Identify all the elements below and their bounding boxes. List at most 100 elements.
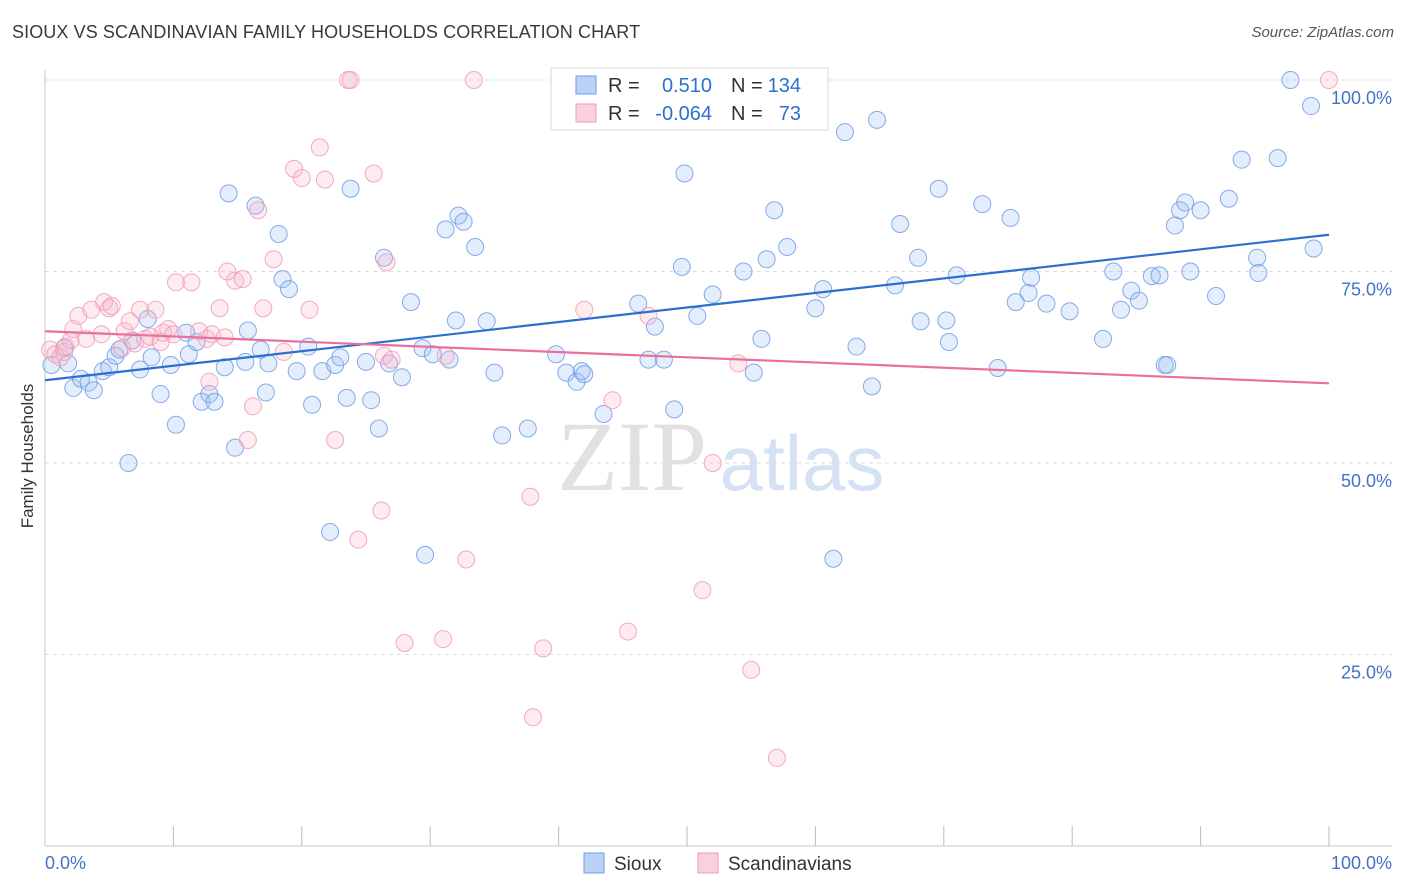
x-tick-label-min: 0.0%	[45, 853, 86, 873]
scandinavians-point	[382, 350, 401, 369]
sioux-point	[1302, 97, 1321, 116]
legend-swatch-sioux	[583, 852, 605, 874]
scandinavians-point	[254, 299, 273, 318]
y-tick-labels: 25.0% 50.0% 75.0% 100.0%	[1331, 88, 1392, 683]
sioux-point	[1037, 294, 1056, 313]
sioux-point	[374, 248, 393, 267]
sioux-point	[639, 350, 658, 369]
sioux-point	[303, 395, 322, 414]
scandinavians-point	[395, 634, 414, 653]
scandinavians-point	[56, 337, 75, 356]
stats-box-frame	[550, 67, 829, 131]
scandinavians-point	[200, 372, 219, 391]
sioux-point	[416, 545, 435, 564]
sioux-point	[436, 220, 455, 239]
stats-r-value-sioux: 0.510	[662, 75, 712, 97]
sioux-point	[256, 383, 275, 402]
scandinavians-point	[349, 530, 368, 549]
scandinavians-point	[703, 454, 722, 472]
sioux-point	[1165, 216, 1184, 235]
scandinavians-point	[244, 397, 263, 416]
sioux-point	[1006, 293, 1025, 312]
sioux-point	[909, 248, 928, 267]
scandinavians-point	[464, 71, 483, 89]
scandinavians-point	[639, 306, 658, 325]
sioux-point	[1176, 193, 1195, 212]
scandinavians-point	[146, 300, 165, 319]
sioux-point	[824, 549, 843, 568]
y-tick-label: 100.0%	[1331, 88, 1392, 108]
sioux-point	[847, 337, 866, 356]
sioux-point	[835, 123, 854, 142]
sioux-point	[1129, 291, 1148, 310]
sioux-point	[466, 237, 485, 256]
sioux-point	[654, 350, 673, 369]
sioux-point	[215, 358, 234, 377]
scandinavians-point	[341, 71, 360, 89]
sioux-point	[929, 179, 948, 198]
scandinavians-point	[326, 431, 345, 450]
scandinavians-points	[41, 71, 1338, 767]
scandinavians-point	[575, 300, 594, 319]
sioux-point	[911, 312, 930, 331]
sioux-point	[84, 381, 103, 400]
sioux-point	[1248, 248, 1267, 267]
sioux-point	[142, 348, 161, 367]
sioux-point	[1094, 329, 1113, 348]
sioux-point	[151, 385, 170, 404]
legend-swatch-scandinavians	[697, 852, 719, 874]
scandinavians-point	[218, 262, 237, 281]
sioux-point	[973, 195, 992, 214]
scandinavians-point	[285, 159, 304, 178]
sioux-point	[557, 363, 576, 382]
sioux-point	[1142, 267, 1161, 286]
scandinavians-point	[166, 273, 185, 292]
sioux-point	[1022, 268, 1041, 287]
sioux-point	[454, 212, 473, 231]
y-tick-label: 50.0%	[1341, 471, 1392, 491]
sioux-point	[572, 362, 591, 381]
sioux-point	[1232, 150, 1251, 169]
sioux-point	[1060, 302, 1079, 321]
sioux-point	[341, 179, 360, 198]
sioux-point	[594, 404, 613, 423]
sioux-point	[703, 285, 722, 304]
sioux-point	[1304, 239, 1323, 258]
sioux-point	[493, 426, 512, 445]
scandinavians-point	[100, 299, 119, 318]
scandinavians-point	[693, 581, 712, 600]
sioux-point	[1001, 208, 1020, 227]
sioux-point	[238, 321, 257, 340]
sioux-point	[192, 392, 211, 411]
scandinavians-point	[120, 312, 139, 331]
sioux-point	[413, 339, 432, 358]
sioux-point	[937, 311, 956, 330]
scandinavians-point	[434, 630, 453, 649]
sioux-point	[1207, 287, 1226, 306]
sioux-point	[123, 331, 142, 350]
legend-item-sioux[interactable]: Sioux	[583, 852, 662, 875]
sioux-point	[752, 329, 771, 348]
sioux-point	[1268, 149, 1287, 168]
sioux-point	[259, 354, 278, 373]
sioux-point	[672, 257, 691, 276]
scandinavians-point	[102, 296, 121, 315]
legend-item-scandinavians[interactable]: Scandinavians	[697, 852, 852, 875]
stats-r-label-sioux: R =	[608, 75, 640, 97]
sioux-point	[119, 454, 138, 472]
sioux-point	[575, 365, 594, 384]
scandinavians-point	[742, 660, 761, 679]
sioux-point	[891, 215, 910, 234]
sioux-point	[251, 340, 270, 359]
stats-r-label-scandinavians: R =	[608, 103, 640, 125]
y-axis-title: Family Households	[18, 384, 37, 529]
sioux-point	[567, 372, 586, 391]
sioux-point	[765, 201, 784, 220]
sioux-point	[806, 299, 825, 318]
scandinavians-point	[767, 748, 786, 767]
sioux-point	[362, 391, 381, 410]
scandinavians-point	[226, 271, 245, 290]
scandinavians-point	[364, 164, 383, 183]
sioux-point	[744, 363, 763, 382]
